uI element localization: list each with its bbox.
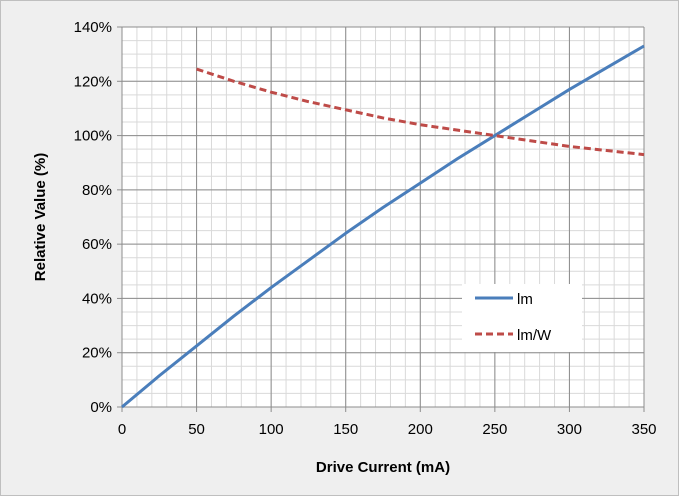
x-axis-ticks: 0 50 100 150 200 250 300 350 bbox=[118, 407, 657, 438]
legend: lm lm/W bbox=[462, 284, 582, 352]
x-tick-label: 150 bbox=[333, 421, 358, 438]
y-tick-label: 120% bbox=[74, 73, 112, 90]
x-tick-label: 0 bbox=[118, 421, 126, 438]
series-line-lm bbox=[121, 44, 645, 409]
y-tick-label: 0% bbox=[90, 399, 112, 416]
x-tick-label: 300 bbox=[557, 421, 582, 438]
x-tick-label: 250 bbox=[482, 421, 507, 438]
y-tick-label: 20% bbox=[82, 345, 112, 362]
y-tick-label: 60% bbox=[82, 236, 112, 253]
y-axis-ticks: 0% 20% 40% 60% 80% 100% 120% 140% bbox=[74, 19, 122, 416]
legend-box bbox=[462, 284, 582, 352]
x-tick-label: 50 bbox=[188, 421, 205, 438]
x-tick-label: 350 bbox=[631, 421, 656, 438]
y-tick-label: 140% bbox=[74, 19, 112, 36]
y-tick-label: 40% bbox=[82, 290, 112, 307]
x-axis-title: Drive Current (mA) bbox=[316, 459, 450, 476]
y-tick-label: 100% bbox=[74, 128, 112, 145]
legend-label-lm: lm bbox=[517, 291, 533, 308]
series-layer bbox=[121, 44, 645, 409]
x-tick-label: 100 bbox=[259, 421, 284, 438]
series-line-lm-w bbox=[196, 67, 645, 157]
y-axis-title: Relative Value (%) bbox=[32, 153, 49, 281]
x-tick-label: 200 bbox=[408, 421, 433, 438]
y-tick-label: 80% bbox=[82, 182, 112, 199]
legend-label-lm-w: lm/W bbox=[517, 327, 552, 344]
